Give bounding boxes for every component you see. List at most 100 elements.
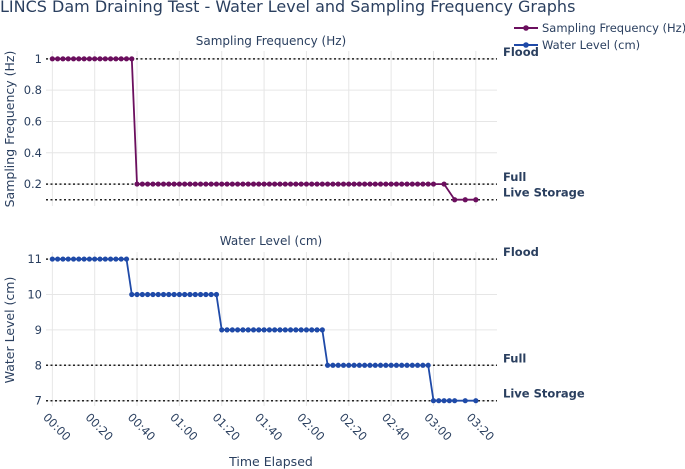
data-point-water: [160, 291, 167, 298]
panel-2-ylabel: Water Level (cm): [2, 277, 17, 384]
x-tick-label: 03:20: [464, 410, 497, 443]
data-point-water: [107, 256, 114, 262]
x-tick-label: 00:20: [83, 410, 116, 443]
data-point-sampling: [393, 181, 400, 187]
data-point-sampling: [203, 181, 209, 187]
data-point-water: [309, 327, 315, 333]
data-point-water: [272, 327, 278, 333]
legend[interactable]: Sampling Frequency (Hz) Water Level (cm): [514, 21, 685, 52]
data-point-sampling: [139, 181, 145, 187]
data-point-water: [420, 362, 426, 368]
data-point-water: [303, 327, 310, 333]
data-point-sampling: [346, 181, 352, 187]
panel-2-ytick-label: 7: [35, 394, 42, 408]
data-point-sampling: [404, 181, 410, 187]
data-point-sampling: [282, 181, 288, 187]
data-point-sampling: [340, 181, 347, 187]
data-point-sampling: [187, 181, 193, 187]
data-point-sampling: [134, 181, 140, 187]
data-point-sampling: [330, 181, 336, 187]
data-point-water: [393, 362, 400, 368]
data-point-sampling: [277, 181, 283, 187]
data-point-sampling: [145, 181, 151, 187]
data-point-sampling: [245, 181, 251, 187]
data-point-water: [430, 398, 437, 404]
data-point-water: [102, 256, 108, 262]
data-point-water: [187, 291, 193, 298]
data-point-water: [240, 327, 246, 333]
data-point-sampling: [208, 181, 214, 187]
x-tick-label: 02:00: [294, 410, 327, 443]
data-point-water: [404, 362, 410, 368]
panel-1-ylabel: Sampling Frequency (Hz): [2, 51, 17, 208]
data-point-sampling: [303, 181, 310, 187]
data-point-water: [55, 256, 61, 262]
data-point-sampling: [325, 181, 331, 187]
data-point-water: [335, 362, 341, 368]
data-point-sampling: [261, 181, 267, 187]
data-point-sampling: [55, 56, 61, 62]
data-point-water: [250, 327, 257, 333]
legend-marker-sampling: [523, 25, 529, 31]
legend-marker-water: [523, 42, 529, 48]
data-point-sampling: [60, 56, 66, 62]
data-point-water: [314, 327, 320, 333]
data-point-water: [266, 327, 272, 333]
x-tick-label: 01:20: [210, 410, 243, 443]
data-point-sampling: [150, 181, 156, 187]
data-point-sampling: [335, 181, 341, 187]
data-point-water: [377, 362, 384, 368]
data-point-sampling: [240, 181, 246, 187]
data-point-sampling: [388, 181, 394, 187]
data-point-water: [441, 398, 447, 404]
data-point-water: [367, 362, 373, 368]
data-point-sampling: [235, 181, 241, 187]
data-point-water: [340, 362, 347, 368]
data-point-water: [182, 291, 188, 298]
panel-2-ytick-label: 9: [35, 323, 42, 337]
data-point-water: [245, 327, 251, 333]
data-point-water: [356, 362, 362, 368]
chart-title: LINCS Dam Draining Test - Water Level an…: [0, 0, 575, 16]
panel-1-ytick-label: 0.4: [24, 146, 42, 160]
data-point-sampling: [92, 56, 98, 62]
panel-2-annotation-live-storage: Live Storage: [503, 387, 585, 401]
data-point-water: [208, 291, 214, 298]
data-point-water: [436, 398, 442, 404]
data-point-sampling: [351, 181, 357, 187]
data-point-sampling: [430, 181, 437, 187]
data-point-water: [113, 256, 119, 262]
data-point-water: [134, 291, 140, 298]
data-point-water: [452, 398, 458, 404]
data-point-sampling: [113, 56, 119, 62]
data-point-water: [351, 362, 357, 368]
data-point-sampling: [256, 181, 262, 187]
x-tick-label: 02:40: [379, 410, 412, 443]
data-point-water: [176, 291, 182, 298]
data-point-sampling: [49, 56, 55, 62]
data-point-water: [229, 327, 235, 333]
data-point-water: [129, 291, 135, 298]
data-point-sampling: [356, 181, 362, 187]
data-point-sampling: [250, 181, 257, 187]
data-point-sampling: [383, 181, 389, 187]
panel-1-ytick-label: 0.2: [24, 177, 42, 191]
data-point-water: [155, 291, 161, 298]
data-point-water: [399, 362, 405, 368]
legend-label-sampling: Sampling Frequency (Hz): [542, 21, 685, 35]
legend-label-water: Water Level (cm): [542, 38, 640, 52]
data-point-sampling: [229, 181, 235, 187]
panel-1-annotation-flood: Flood: [503, 45, 539, 59]
data-point-sampling: [298, 181, 304, 187]
data-point-sampling: [102, 56, 108, 62]
data-point-sampling: [309, 181, 315, 187]
data-point-water: [383, 362, 389, 368]
panel-1-ytick-label: 0.6: [24, 114, 42, 128]
data-point-water: [425, 362, 431, 368]
data-point-water: [139, 291, 145, 298]
data-point-sampling: [452, 197, 458, 203]
data-point-sampling: [372, 181, 378, 187]
panel-1-annotation-live-storage: Live Storage: [503, 186, 585, 200]
x-tick-label: 00:40: [125, 410, 158, 443]
